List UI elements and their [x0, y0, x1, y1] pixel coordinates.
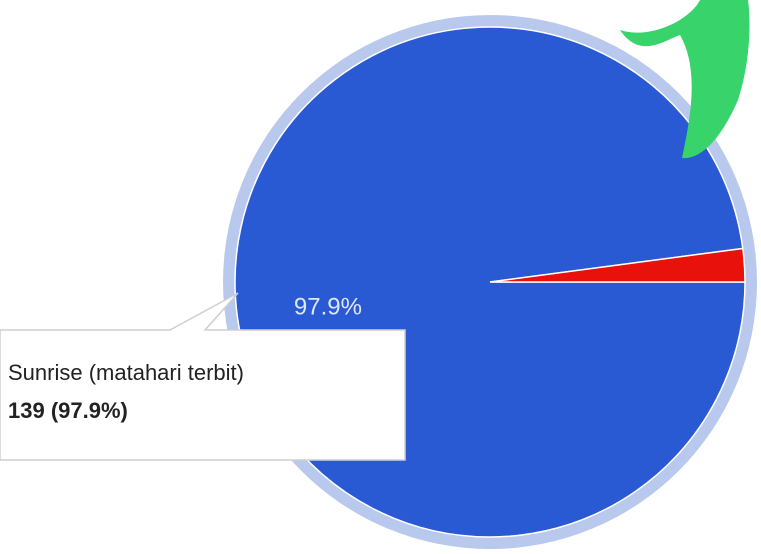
- tooltip-box: [0, 292, 406, 461]
- tooltip-category: Sunrise (matahari terbit): [8, 360, 244, 385]
- tooltip-value: 139 (97.9%): [8, 398, 128, 423]
- decoration: [620, 0, 750, 159]
- slice-label: 97.9%: [294, 293, 362, 320]
- slice-labels: 97.9%: [294, 293, 362, 320]
- tooltip: Sunrise (matahari terbit) 139 (97.9%): [0, 292, 406, 461]
- pie-slice: [489, 247, 746, 283]
